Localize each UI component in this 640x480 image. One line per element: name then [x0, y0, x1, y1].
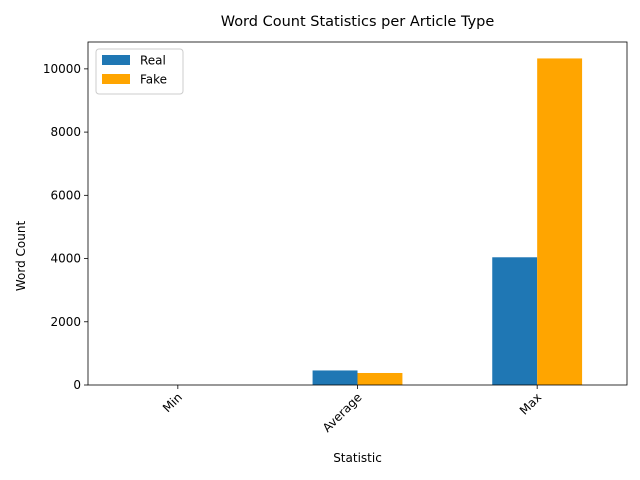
y-tick-label: 2000 [50, 315, 81, 329]
bar-real-average [312, 370, 358, 385]
x-tick-label: Max [517, 390, 544, 417]
x-tick-label: Min [160, 390, 185, 415]
y-axis-label: Word Count [14, 221, 28, 292]
y-tick-label: 6000 [50, 188, 81, 202]
y-tick-label: 4000 [50, 252, 81, 266]
bar-fake-average [357, 372, 403, 385]
bar-fake-max [537, 58, 583, 385]
y-tick-label: 0 [73, 378, 81, 392]
bar-real-max [492, 257, 538, 385]
legend-swatch-real [102, 55, 130, 65]
x-axis-label: Statistic [333, 451, 382, 465]
legend-label-real: Real [140, 54, 166, 68]
legend-label-fake: Fake [140, 73, 167, 87]
y-tick-label: 10000 [43, 62, 81, 76]
plot-area: 0 2000 4000 6000 8000 10000 Min Average Max [43, 41, 628, 435]
y-tick-label: 8000 [50, 125, 81, 139]
chart-title: Word Count Statistics per Article Type [221, 14, 495, 30]
legend: Real Fake [95, 48, 184, 95]
x-tick-label: Average [320, 390, 365, 435]
legend-swatch-fake [102, 74, 130, 84]
